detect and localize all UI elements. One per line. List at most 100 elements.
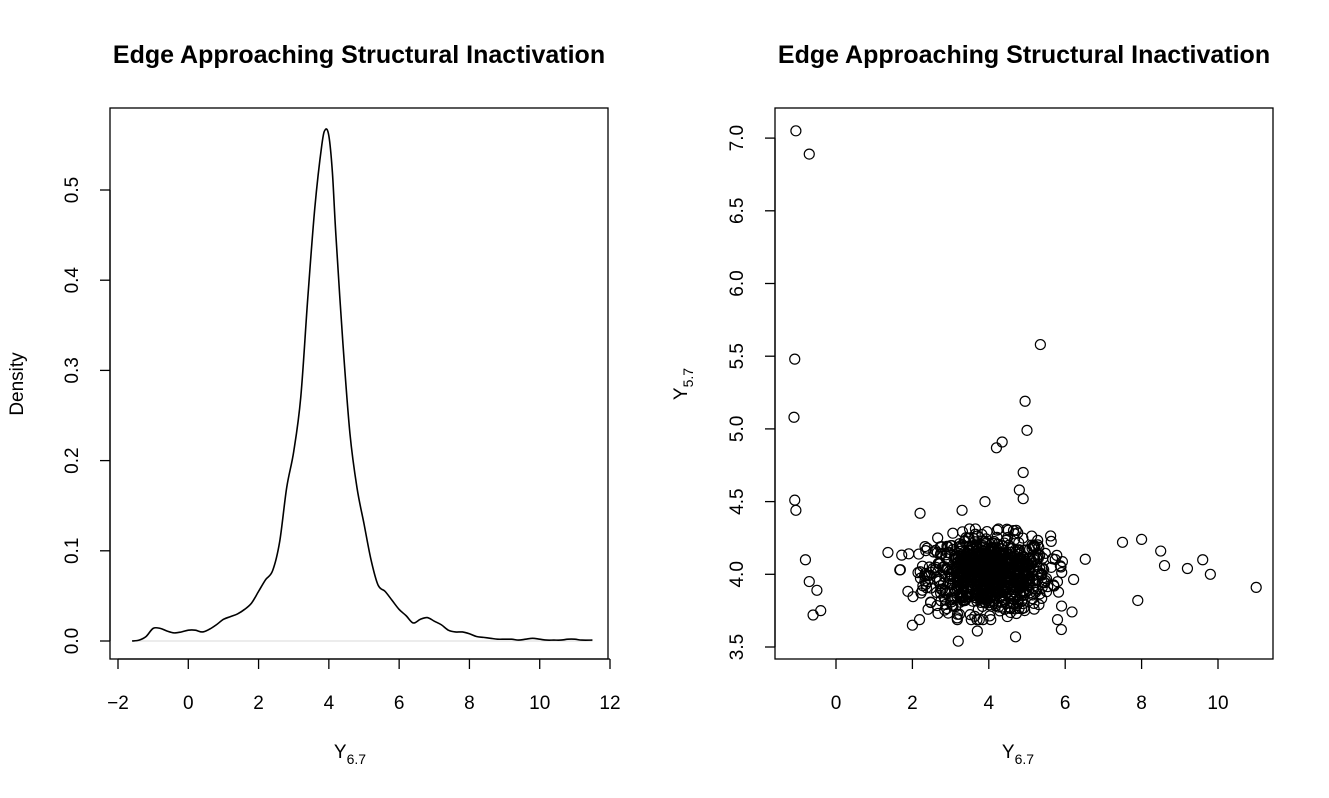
scatter-point bbox=[963, 553, 975, 565]
scatter-point bbox=[1009, 631, 1022, 643]
density-x-axis-label: Y6.7 bbox=[334, 742, 366, 767]
scatter-point bbox=[923, 561, 935, 573]
density-x-tick-label: 8 bbox=[464, 693, 475, 714]
scatter-point bbox=[970, 583, 982, 595]
scatter-point bbox=[788, 411, 800, 423]
scatter-point bbox=[903, 548, 915, 560]
scatter-y-axis-label-sub: 5.7 bbox=[680, 368, 696, 388]
scatter-point bbox=[976, 535, 989, 547]
scatter-point bbox=[1017, 559, 1029, 571]
scatter-point bbox=[1031, 559, 1043, 571]
scatter-point bbox=[1158, 559, 1171, 572]
scatter-point bbox=[789, 494, 801, 506]
density-x-tick-label: 2 bbox=[253, 693, 264, 714]
scatter-point bbox=[965, 614, 977, 626]
scatter-point bbox=[921, 542, 933, 554]
scatter-x-axis-label-main: Y bbox=[1002, 742, 1015, 763]
scatter-point bbox=[971, 614, 983, 626]
scatter-point bbox=[1028, 597, 1040, 609]
density-x-tick-label: 12 bbox=[599, 693, 620, 714]
scatter-point bbox=[1009, 550, 1021, 562]
scatter-y-tick-label: 6.5 bbox=[727, 198, 748, 224]
scatter-point bbox=[938, 561, 951, 573]
scatter-point bbox=[1002, 524, 1014, 536]
density-y-tick-label: 0.5 bbox=[62, 177, 83, 203]
scatter-points bbox=[788, 125, 1262, 647]
scatter-point bbox=[958, 565, 970, 578]
scatter-x-axis-label-sub: 6.7 bbox=[1015, 751, 1035, 767]
scatter-point bbox=[919, 540, 931, 553]
scatter-x-tick-label: 10 bbox=[1207, 693, 1228, 714]
density-x-tick-label: 6 bbox=[394, 693, 405, 714]
scatter-point bbox=[1028, 603, 1040, 615]
scatter-x-axis: 0 2 4 6 8 10 bbox=[831, 658, 1229, 714]
scatter-point bbox=[925, 582, 937, 594]
scatter-point bbox=[1027, 589, 1039, 601]
scatter-point bbox=[917, 580, 929, 592]
scatter-y-tick-label: 7.0 bbox=[727, 125, 748, 151]
density-chart-title: Edge Approaching Structural Inactivation bbox=[113, 41, 605, 69]
scatter-point bbox=[959, 593, 971, 606]
scatter-point bbox=[971, 625, 983, 637]
scatter-point bbox=[803, 148, 815, 160]
scatter-x-tick-label: 0 bbox=[831, 693, 842, 714]
scatter-point bbox=[990, 549, 1002, 561]
scatter-point bbox=[906, 619, 919, 631]
scatter-point bbox=[1026, 530, 1038, 542]
scatter-point bbox=[1135, 533, 1148, 546]
scatter-point bbox=[1008, 574, 1020, 586]
scatter-point bbox=[1052, 586, 1065, 598]
scatter-y-tick-label: 6.0 bbox=[727, 270, 748, 296]
density-panel: Edge Approaching Structural Inactivation… bbox=[7, 41, 621, 767]
scatter-chart-title: Edge Approaching Structural Inactivation bbox=[778, 41, 1270, 69]
scatter-point bbox=[978, 547, 990, 560]
scatter-point bbox=[997, 569, 1009, 581]
scatter-point bbox=[1013, 572, 1025, 584]
scatter-y-tick-label: 4.5 bbox=[727, 488, 748, 514]
scatter-point bbox=[957, 539, 969, 551]
scatter-point bbox=[985, 614, 997, 626]
scatter-point bbox=[979, 578, 991, 591]
scatter-point bbox=[939, 604, 951, 616]
scatter-y-tick-label: 4.0 bbox=[727, 561, 748, 587]
density-y-tick-label: 0.1 bbox=[62, 538, 83, 564]
density-plot-frame bbox=[109, 107, 609, 660]
scatter-y-tick-label: 3.5 bbox=[727, 634, 748, 660]
scatter-point bbox=[790, 125, 802, 137]
scatter-point bbox=[983, 579, 996, 591]
scatter-x-tick-label: 6 bbox=[1060, 693, 1071, 714]
scatter-point bbox=[1005, 571, 1017, 583]
scatter-point bbox=[803, 575, 815, 588]
scatter-point bbox=[1000, 585, 1012, 597]
scatter-point bbox=[947, 527, 959, 539]
scatter-point bbox=[952, 635, 964, 647]
scatter-point bbox=[882, 546, 894, 559]
scatter-point bbox=[1024, 587, 1036, 599]
scatter-point bbox=[913, 614, 926, 626]
scatter-y-tick-label: 5.0 bbox=[727, 416, 748, 442]
scatter-x-tick-label: 2 bbox=[907, 693, 918, 714]
scatter-point bbox=[894, 564, 906, 576]
scatter-point bbox=[1036, 569, 1048, 581]
scatter-point bbox=[1132, 594, 1144, 607]
density-y-tick-label: 0.4 bbox=[62, 267, 83, 294]
scatter-point bbox=[1013, 537, 1025, 549]
scatter-x-axis-label: Y6.7 bbox=[1002, 742, 1034, 767]
density-y-tick-label: 0.2 bbox=[62, 447, 83, 473]
scatter-point bbox=[896, 549, 908, 561]
scatter-point bbox=[924, 596, 937, 608]
scatter-point bbox=[1051, 614, 1064, 626]
scatter-point bbox=[1116, 536, 1129, 548]
scatter-point bbox=[1017, 493, 1029, 505]
scatter-point bbox=[930, 586, 943, 598]
scatter-point bbox=[1008, 598, 1020, 610]
density-x-axis-label-sub: 6.7 bbox=[347, 751, 367, 767]
scatter-point bbox=[975, 553, 987, 565]
scatter-point bbox=[1067, 573, 1080, 586]
scatter-point bbox=[1155, 545, 1167, 557]
scatter-point bbox=[947, 578, 959, 590]
scatter-point bbox=[1026, 542, 1038, 554]
scatter-point bbox=[951, 614, 963, 626]
scatter-x-tick-label: 4 bbox=[984, 693, 995, 714]
